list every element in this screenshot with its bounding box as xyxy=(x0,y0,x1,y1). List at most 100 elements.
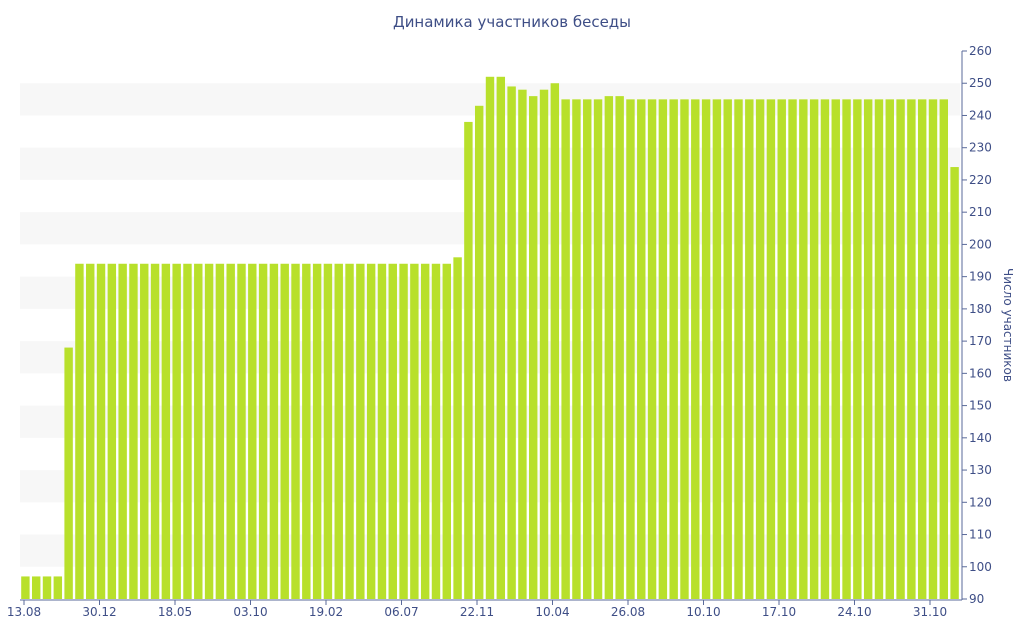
bar xyxy=(680,99,689,600)
bar xyxy=(172,263,181,599)
x-tick-label: 18.05 xyxy=(158,605,192,619)
bar xyxy=(183,263,192,599)
bar xyxy=(777,99,786,600)
bar xyxy=(129,263,138,599)
bar xyxy=(453,257,462,599)
y-tick-label: 120 xyxy=(969,495,992,509)
y-tick-label: 110 xyxy=(969,528,992,542)
bar xyxy=(442,263,451,599)
bar xyxy=(604,96,614,600)
bar xyxy=(485,76,495,600)
bar xyxy=(334,263,343,599)
bar xyxy=(799,99,808,600)
bar xyxy=(539,89,549,600)
bar xyxy=(820,99,830,600)
bar xyxy=(215,263,225,599)
bar xyxy=(928,99,938,600)
y-tick-label: 230 xyxy=(969,141,992,155)
x-axis: 13.08 30.12 18.05 03.10 19.02 06.07 22.11 10.04… xyxy=(7,599,962,619)
x-tick-label: 06.07 xyxy=(384,605,418,619)
bar xyxy=(507,86,516,600)
bar xyxy=(237,263,246,599)
bar xyxy=(194,263,203,599)
bar xyxy=(248,263,257,599)
bar xyxy=(107,263,117,599)
bar xyxy=(885,99,894,600)
bar xyxy=(431,263,441,599)
x-tick-label: 17.10 xyxy=(762,605,796,619)
bar xyxy=(669,99,678,600)
y-tick-label: 100 xyxy=(969,560,992,574)
bar xyxy=(896,99,905,600)
bar xyxy=(53,576,63,599)
bar xyxy=(766,99,776,600)
bar xyxy=(755,99,765,600)
bar xyxy=(410,263,419,599)
y-tick-label: 160 xyxy=(969,366,992,380)
bar-series xyxy=(21,76,959,600)
y-tick-label: 240 xyxy=(969,108,992,122)
x-tick-label: 10.04 xyxy=(535,605,569,619)
y-tick-label: 250 xyxy=(969,76,992,90)
x-tick-label: 22.11 xyxy=(460,605,494,619)
bar xyxy=(388,263,397,599)
bar xyxy=(647,99,657,600)
bar xyxy=(302,263,311,599)
bar xyxy=(561,99,570,600)
bar xyxy=(842,99,851,600)
bar xyxy=(529,96,538,600)
bar xyxy=(96,263,106,599)
x-tick-label: 19.02 xyxy=(309,605,343,619)
y-tick-label: 140 xyxy=(969,431,992,445)
bar xyxy=(723,99,732,600)
y-tick-label: 170 xyxy=(969,334,992,348)
bar xyxy=(226,263,235,599)
x-tick-label: 10.10 xyxy=(686,605,720,619)
bar xyxy=(874,99,884,600)
bar xyxy=(42,576,52,599)
bar xyxy=(788,99,797,600)
bar xyxy=(280,263,289,599)
bar xyxy=(269,263,279,599)
bar xyxy=(496,76,506,600)
bar xyxy=(637,99,646,600)
y-tick-label: 210 xyxy=(969,205,992,219)
bar xyxy=(691,99,700,600)
y-tick-label: 90 xyxy=(969,592,984,606)
bar xyxy=(64,347,73,599)
bar xyxy=(356,263,365,599)
bar xyxy=(345,263,354,599)
y-tick-label: 220 xyxy=(969,173,992,187)
bar xyxy=(809,99,819,600)
bar xyxy=(86,263,95,599)
y-tick-label: 190 xyxy=(969,270,992,284)
bar xyxy=(518,89,527,600)
bar xyxy=(140,263,149,599)
x-tick-label: 31.10 xyxy=(913,605,947,619)
bar xyxy=(701,99,711,600)
bar xyxy=(950,167,959,599)
bar xyxy=(150,263,160,599)
bar xyxy=(939,99,949,600)
bar xyxy=(75,263,84,599)
bar xyxy=(31,576,41,599)
bar xyxy=(593,99,603,600)
bar xyxy=(366,263,376,599)
bar xyxy=(615,96,624,600)
chart-title: Динамика участников беседы xyxy=(392,13,632,31)
bar xyxy=(258,263,268,599)
y-tick-label: 200 xyxy=(969,237,992,251)
bar xyxy=(853,99,862,600)
x-tick-label: 13.08 xyxy=(7,605,41,619)
bar xyxy=(204,263,214,599)
bar xyxy=(907,99,916,600)
bar xyxy=(583,99,592,600)
y-axis-title: Число участников xyxy=(1001,268,1015,382)
bar xyxy=(917,99,927,600)
bar xyxy=(420,263,430,599)
y-tick-label: 150 xyxy=(969,399,992,413)
y-tick-label: 130 xyxy=(969,463,992,477)
y-axis: 90 100 110 120 130 140 150 160 170 180 190 200 210 22… xyxy=(961,44,992,606)
